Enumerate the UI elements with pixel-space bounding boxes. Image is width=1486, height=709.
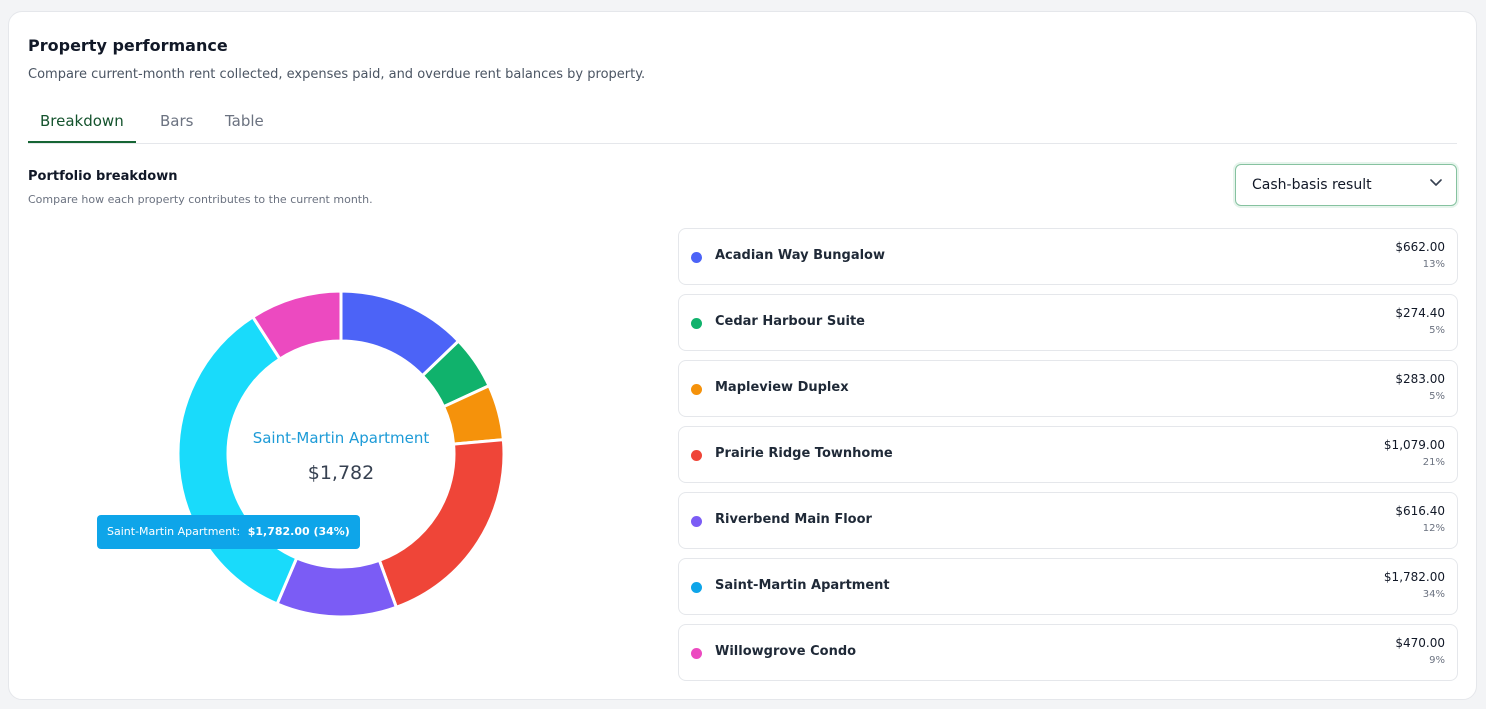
property-name: Mapleview Duplex	[715, 380, 849, 395]
donut-slice-riverbend-main-floor[interactable]	[275, 555, 399, 618]
legend-dot	[691, 252, 702, 263]
tab-bars[interactable]: Bars	[160, 112, 194, 130]
property-name: Prairie Ridge Townhome	[715, 446, 893, 461]
tab-table[interactable]: Table	[225, 112, 264, 130]
card-title: Property performance	[28, 36, 228, 55]
tab-breakdown[interactable]: Breakdown	[28, 108, 136, 143]
property-percent: 5%	[1429, 391, 1445, 402]
property-percent: 12%	[1422, 523, 1445, 534]
metric-select[interactable]: Cash-basis result	[1235, 164, 1457, 206]
donut-center-value: $1,782	[307, 462, 375, 484]
metric-select-value: Cash-basis result	[1252, 177, 1372, 193]
legend-dot	[691, 648, 702, 659]
property-row[interactable]: Mapleview Duplex $283.00 5%	[678, 360, 1458, 417]
property-amount: $283.00	[1395, 372, 1445, 386]
portfolio-donut-chart	[177, 290, 505, 618]
property-row[interactable]: Saint-Martin Apartment $1,782.00 34%	[678, 558, 1458, 615]
legend-dot	[691, 582, 702, 593]
tab-bar: Breakdown Bars Table	[28, 108, 1457, 144]
property-name: Riverbend Main Floor	[715, 512, 872, 527]
property-amount: $274.40	[1395, 306, 1445, 320]
property-name: Cedar Harbour Suite	[715, 314, 865, 329]
property-amount: $616.40	[1395, 504, 1445, 518]
property-amount: $1,782.00	[1383, 570, 1445, 584]
property-amount: $1,079.00	[1383, 438, 1445, 452]
donut-center-name: Saint-Martin Apartment	[252, 429, 430, 447]
property-performance-card: Property performance Compare current-mon…	[8, 11, 1477, 700]
property-percent: 5%	[1429, 325, 1445, 336]
tooltip-label: Saint-Martin Apartment:	[107, 525, 241, 538]
property-percent: 34%	[1422, 589, 1445, 600]
tooltip-value: $1,782.00 (34%)	[247, 525, 350, 538]
property-amount: $470.00	[1395, 636, 1445, 650]
property-amount: $662.00	[1395, 240, 1445, 254]
property-percent: 13%	[1422, 259, 1445, 270]
property-percent: 9%	[1429, 655, 1445, 666]
section-subtitle: Compare how each property contributes to…	[28, 193, 373, 206]
legend-dot	[691, 516, 702, 527]
donut-slice-willowgrove-condo[interactable]	[250, 290, 343, 362]
section-title: Portfolio breakdown	[28, 169, 178, 184]
property-row[interactable]: Riverbend Main Floor $616.40 12%	[678, 492, 1458, 549]
property-name: Saint-Martin Apartment	[715, 578, 890, 593]
legend-dot	[691, 384, 702, 395]
property-row[interactable]: Acadian Way Bungalow $662.00 13%	[678, 228, 1458, 285]
property-name: Willowgrove Condo	[715, 644, 857, 659]
property-row[interactable]: Willowgrove Condo $470.00 9%	[678, 624, 1458, 681]
property-name: Acadian Way Bungalow	[715, 248, 885, 263]
card-subtitle: Compare current-month rent collected, ex…	[28, 67, 646, 82]
chevron-down-icon	[1430, 179, 1442, 186]
legend-dot	[691, 450, 702, 461]
property-row[interactable]: Prairie Ridge Townhome $1,079.00 21%	[678, 426, 1458, 483]
property-row[interactable]: Cedar Harbour Suite $274.40 5%	[678, 294, 1458, 351]
property-percent: 21%	[1422, 457, 1445, 468]
legend-dot	[691, 318, 702, 329]
chart-tooltip: Saint-Martin Apartment: $1,782.00 (34%)	[97, 515, 360, 549]
